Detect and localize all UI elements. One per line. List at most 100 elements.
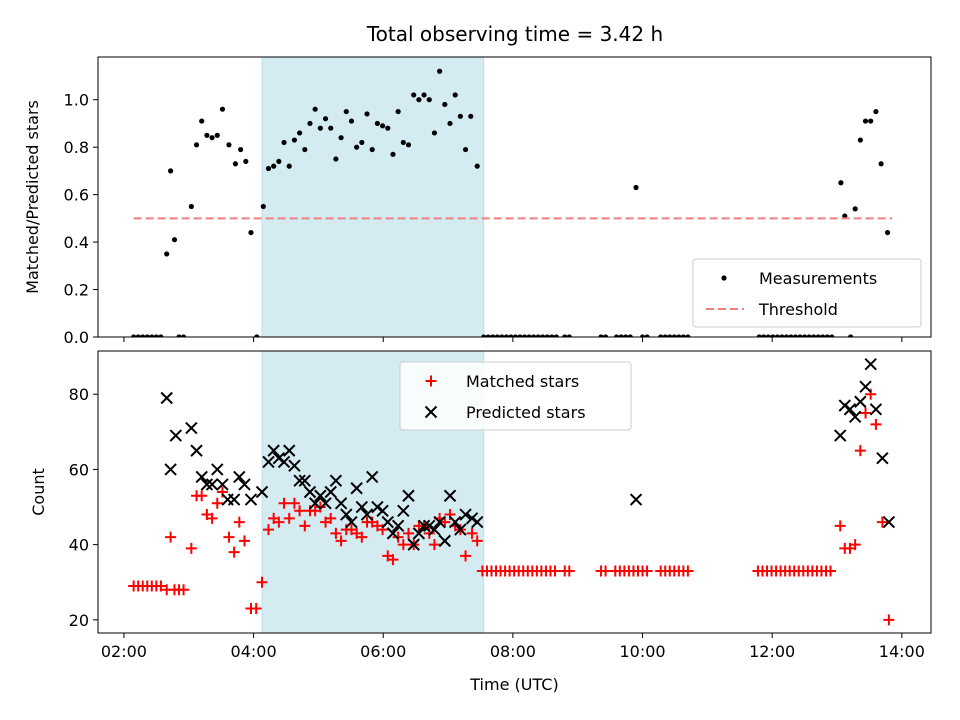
predicted-stars-point [340, 508, 353, 521]
matched-stars-point [228, 546, 240, 558]
measurement-point [842, 213, 848, 219]
matched-stars-point [239, 535, 251, 547]
measurement-point [354, 144, 360, 150]
measurement-point [405, 142, 412, 148]
measurement-point [562, 334, 568, 337]
predicted-stars-point [227, 493, 241, 506]
ratio-panel: 0.0 0.2 0.4 0.6 0.8 1.0 Matched/Predicted sta… [23, 56, 932, 347]
measurement-point [490, 334, 496, 337]
predicted-stars-point [238, 478, 251, 491]
legend-label: Predicted stars [466, 403, 586, 422]
measurement-point [226, 142, 232, 148]
measurement-point [549, 334, 555, 337]
measurement-point [884, 229, 891, 236]
predicted-stars-point [876, 451, 889, 465]
matched-stars-point [283, 512, 295, 524]
measurement-point [779, 334, 785, 337]
predicted-stars-point [308, 497, 322, 510]
predicted-stars-point [448, 515, 462, 529]
measurement-point [761, 334, 767, 337]
matched-stars-point [165, 531, 177, 543]
x-tick-label: 12:00 [749, 642, 795, 661]
matched-stars-point [439, 516, 451, 528]
predicted-stars-point [267, 444, 280, 457]
predicted-stars-point [864, 357, 877, 371]
measurement-point [421, 92, 427, 98]
measurement-point [838, 180, 844, 186]
matched-stars-point [262, 524, 274, 536]
matched-stars-point [178, 584, 190, 596]
measurement-point [302, 146, 308, 153]
ratio-legend: Measurements Threshold [692, 258, 922, 328]
ratio-panel-frame [97, 56, 932, 338]
matched-stars-point [563, 565, 575, 577]
measurement-point [322, 116, 329, 122]
matched-stars-point [387, 554, 399, 566]
measurement-point [452, 92, 458, 98]
predicted-stars-point [438, 534, 452, 548]
predicted-stars-point [195, 470, 208, 484]
measurement-point [328, 125, 334, 131]
matched-stars-point [206, 512, 218, 524]
predicted-stars-point [324, 485, 337, 499]
measurement-point [676, 334, 682, 337]
measurement-point [566, 334, 572, 337]
measurement-point [494, 334, 500, 337]
measurement-point [395, 108, 401, 115]
matched-stars-point [233, 516, 245, 528]
measurement-point [364, 111, 370, 117]
matched-stars-point [314, 501, 326, 513]
matched-stars-point [335, 535, 347, 547]
measurement-point [171, 237, 178, 243]
measurement-point [271, 163, 277, 169]
predicted-stars-point [834, 429, 847, 442]
measurement-point [199, 118, 205, 124]
measurement-point [685, 334, 691, 337]
x-tick-label: 10:00 [619, 642, 665, 661]
predicted-stars-point [407, 538, 420, 551]
count-x-axis-label: Time (UTC) [469, 675, 558, 694]
measurement-point [369, 146, 375, 153]
predicted-stars-point [381, 515, 394, 529]
predicted-stars-point [329, 474, 343, 487]
legend-marker-matched [425, 375, 437, 387]
measurement-point [144, 334, 150, 337]
matched-stars-point [294, 505, 306, 517]
predicted-stars-point [319, 497, 332, 510]
legend-marker-predicted [424, 405, 438, 419]
predicted-stars-point [211, 463, 224, 476]
predicted-stars-point [376, 504, 389, 518]
measurement-point [792, 334, 799, 337]
predicted-stars-point [160, 391, 173, 405]
measurement-point [232, 161, 239, 167]
measurement-point [281, 139, 287, 146]
predicted-stars-point [277, 455, 291, 469]
measurement-point [474, 163, 480, 169]
x-tick-label: 08:00 [490, 642, 536, 661]
y-tick-label: 0.0 [64, 328, 89, 347]
predicted-stars-point [366, 470, 379, 484]
matched-stars-point [250, 603, 262, 615]
count-panel: 20 40 60 80 02:00 04:00 06:00 08:00 10:00 12:00 1… [29, 350, 932, 694]
measurement-point [153, 334, 159, 337]
measurement-point [667, 334, 673, 337]
predicted-stars-point [164, 463, 177, 476]
measurement-point [204, 132, 210, 138]
matched-stars-point [471, 535, 483, 547]
predicted-stars-point [350, 482, 363, 495]
measurement-point [852, 206, 858, 212]
measurement-point [868, 118, 874, 124]
matched-stars-point [299, 520, 311, 532]
predicted-stars-point [386, 527, 400, 540]
measurement-point [338, 135, 344, 141]
count-legend: Matched stars Predicted stars [399, 361, 632, 431]
predicted-stars-point [244, 493, 258, 506]
predicted-stars-point [190, 444, 203, 457]
measurement-point [193, 142, 200, 148]
legend-box [399, 361, 632, 431]
matched-stars-point [682, 565, 694, 577]
matched-stars-point [223, 531, 235, 543]
predicted-stars-point [293, 474, 306, 487]
measurement-point [359, 139, 365, 146]
